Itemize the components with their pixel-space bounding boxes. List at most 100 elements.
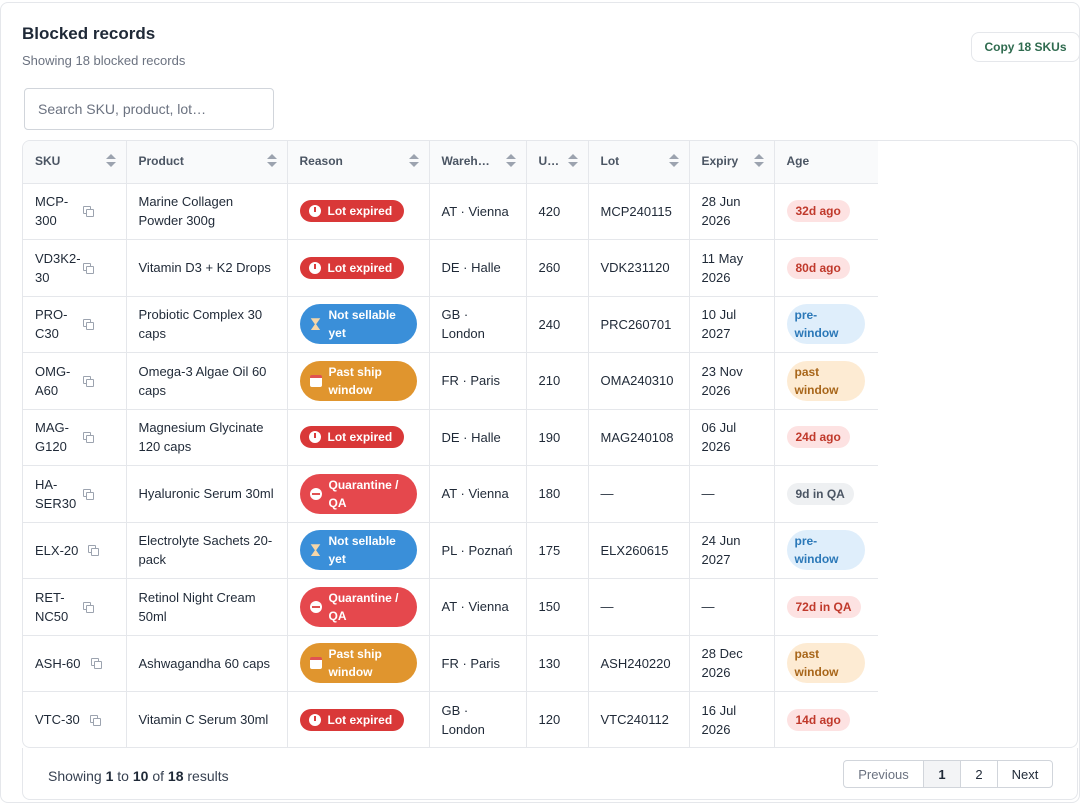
pagination: Previous 1 2 Next <box>843 760 1053 788</box>
product-cell: Hyaluronic Serum 30ml <box>126 465 288 523</box>
table-row[interactable]: MCP-300 Marine Collagen Powder 300g Lot … <box>23 183 878 240</box>
units-cell: 175 <box>526 522 589 579</box>
reason-cell: Lot expired <box>287 409 430 466</box>
hourglass-icon <box>310 318 321 331</box>
expiry-cell: 24 Jun 2027 <box>689 522 775 579</box>
page-2-button[interactable]: 2 <box>961 761 998 787</box>
age-cell: 80d ago <box>774 239 878 297</box>
table-row[interactable]: PRO-C30 Probiotic Complex 30 caps Not se… <box>23 296 878 353</box>
copy-icon[interactable] <box>83 375 94 387</box>
sku-text: ELX-20 <box>35 542 79 558</box>
copy-icon[interactable] <box>83 206 94 218</box>
column-header-age: Age <box>774 141 878 184</box>
age-badge: 72d in QA <box>786 595 861 618</box>
product-cell: Probiotic Complex 30 caps <box>126 296 288 353</box>
product-cell: Vitamin D3 + K2 Drops <box>126 239 288 297</box>
copy-icon[interactable] <box>89 714 101 726</box>
column-header-sku[interactable]: SKU <box>23 141 127 184</box>
copy-icon[interactable] <box>88 545 100 557</box>
age-cell: past window <box>774 635 878 692</box>
sort-icon[interactable] <box>567 154 578 168</box>
table-row[interactable]: MAG-G120 Magnesium Glycinate 120 caps Lo… <box>23 409 878 466</box>
age-cell: 9d in QA <box>774 465 878 523</box>
reason-cell: Not sellable yet <box>287 522 430 579</box>
units-cell: 190 <box>526 409 589 466</box>
lot-cell: MCP240115 <box>588 183 690 240</box>
age-cell: 24d ago <box>774 409 878 466</box>
column-header-product[interactable]: Product <box>126 141 288 184</box>
sort-icon[interactable] <box>105 154 116 168</box>
column-header-expiry[interactable]: Expiry <box>689 141 775 184</box>
next-page-button[interactable]: Next <box>1011 766 1039 782</box>
reason-badge: Lot expired <box>299 708 405 731</box>
copy-icon[interactable] <box>83 319 94 331</box>
age-badge: 24d ago <box>786 426 850 449</box>
warehouse-cell: AT · Vienna <box>429 578 527 636</box>
table-row[interactable]: RET-NC50 Retinol Night Cream 50ml Quaran… <box>23 578 878 636</box>
sort-icon[interactable] <box>668 154 679 168</box>
reason-badge: Past ship window <box>299 360 417 401</box>
table-row[interactable]: ELX-20 Electrolyte Sachets 20-pack Not s… <box>23 522 878 579</box>
expiry-cell: 23 Nov 2026 <box>689 352 775 410</box>
units-cell: 210 <box>526 352 589 410</box>
results-summary: Showing 1 to 10 of 18 results <box>48 768 229 784</box>
expiry-cell: 28 Dec 2026 <box>689 635 775 692</box>
search-input[interactable] <box>24 88 274 130</box>
reason-cell: Past ship window <box>287 635 430 692</box>
reason-cell: Quarantine / QA <box>287 465 430 523</box>
copy-icon[interactable] <box>83 488 94 500</box>
table-row[interactable]: OMG-A60 Omega-3 Algae Oil 60 caps Past s… <box>23 352 878 410</box>
sku-text: ASH-60 <box>35 655 81 671</box>
page-1-button[interactable]: 1 <box>924 761 961 787</box>
age-badge: 32d ago <box>786 200 850 223</box>
reason-cell: Not sellable yet <box>287 296 430 353</box>
copy-icon[interactable] <box>90 658 102 670</box>
table-row[interactable]: VTC-30 Vitamin C Serum 30ml Lot expired … <box>23 691 878 747</box>
copy-skus-button[interactable]: Copy 18 SKUs <box>971 32 1080 62</box>
sku-cell: MAG-G120 <box>23 409 127 466</box>
column-header-reason[interactable]: Reason <box>287 141 430 184</box>
sku-text: VTC-30 <box>35 712 80 728</box>
warehouse-cell: AT · Vienna <box>429 183 527 240</box>
sku-cell: VD3K2-30 <box>23 239 127 297</box>
age-cell: past window <box>774 352 878 410</box>
reason-badge: Not sellable yet <box>299 530 417 571</box>
sort-icon[interactable] <box>266 154 277 168</box>
reason-badge: Not sellable yet <box>299 304 417 345</box>
reason-badge: Lot expired <box>299 426 405 449</box>
clock-icon <box>308 713 321 726</box>
sort-icon[interactable] <box>753 154 764 168</box>
column-header-warehouse[interactable]: Wareh… <box>429 141 527 184</box>
lot-cell: — <box>588 578 690 636</box>
units-cell: 120 <box>526 691 589 747</box>
copy-icon[interactable] <box>83 432 94 444</box>
reason-cell: Past ship window <box>287 352 430 410</box>
lot-cell: PRC260701 <box>588 296 690 353</box>
product-cell: Magnesium Glycinate 120 caps <box>126 409 288 466</box>
no-entry-icon <box>309 600 322 613</box>
lot-cell: MAG240108 <box>588 409 690 466</box>
product-cell: Electrolyte Sachets 20-pack <box>126 522 288 579</box>
product-cell: Marine Collagen Powder 300g <box>126 183 288 240</box>
units-cell: 180 <box>526 465 589 523</box>
copy-icon[interactable] <box>83 601 94 613</box>
table-row[interactable]: VD3K2-30 Vitamin D3 + K2 Drops Lot expir… <box>23 239 878 297</box>
column-header-lot[interactable]: Lot <box>588 141 690 184</box>
sort-icon[interactable] <box>505 154 516 168</box>
column-header-units[interactable]: U… <box>526 141 589 184</box>
copy-icon[interactable] <box>83 262 94 274</box>
sku-cell: PRO-C30 <box>23 296 127 353</box>
table-row[interactable]: ASH-60 Ashwagandha 60 caps Past ship win… <box>23 635 878 692</box>
reason-badge: Quarantine / QA <box>299 586 417 627</box>
table-row[interactable]: HA-SER30 Hyaluronic Serum 30ml Quarantin… <box>23 465 878 523</box>
expiry-cell: — <box>689 465 775 523</box>
sort-icon[interactable] <box>408 154 419 168</box>
sku-text: VD3K2-30 <box>35 250 81 285</box>
lot-cell: VDK231120 <box>588 239 690 297</box>
sku-cell: VTC-30 <box>23 691 127 747</box>
previous-page-button[interactable]: Previous <box>844 761 924 787</box>
hourglass-icon <box>310 544 321 557</box>
units-cell: 260 <box>526 239 589 297</box>
product-cell: Retinol Night Cream 50ml <box>126 578 288 636</box>
product-cell: Omega-3 Algae Oil 60 caps <box>126 352 288 410</box>
